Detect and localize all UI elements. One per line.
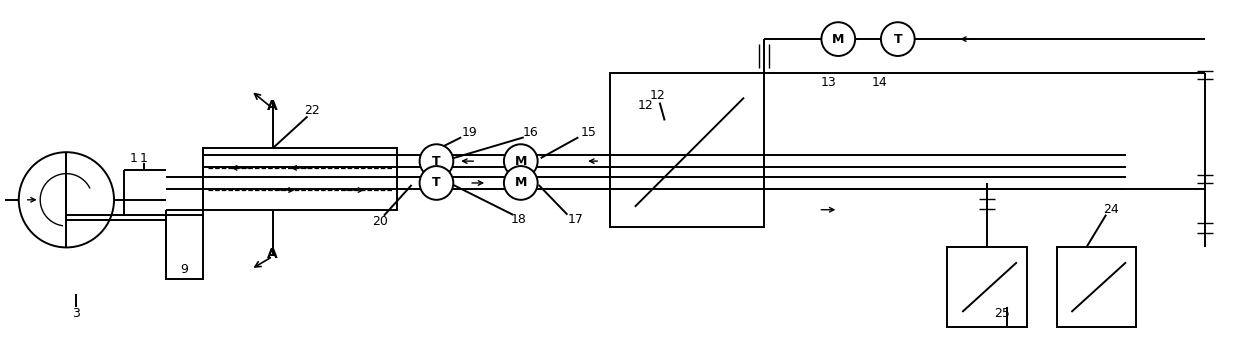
Circle shape: [880, 22, 915, 56]
Text: 22: 22: [305, 104, 320, 117]
Text: 17: 17: [568, 213, 583, 226]
Text: A: A: [268, 98, 278, 113]
Text: 15: 15: [580, 126, 596, 139]
Text: M: M: [515, 176, 527, 190]
Circle shape: [419, 166, 454, 200]
Text: A: A: [268, 247, 278, 261]
Circle shape: [419, 144, 454, 178]
Text: 12: 12: [650, 89, 666, 102]
Text: 19: 19: [461, 126, 477, 139]
Text: 20: 20: [372, 215, 388, 228]
Text: T: T: [433, 176, 440, 190]
Text: 3: 3: [72, 307, 81, 321]
Text: 14: 14: [872, 76, 888, 89]
Circle shape: [19, 152, 114, 247]
Bar: [610, 73, 764, 227]
Text: M: M: [515, 155, 527, 168]
Text: 16: 16: [523, 126, 538, 139]
Text: T: T: [894, 32, 903, 46]
Circle shape: [503, 166, 538, 200]
Bar: [1056, 247, 1136, 327]
Text: 1: 1: [140, 152, 148, 164]
Bar: [166, 215, 203, 279]
Text: 1: 1: [130, 152, 138, 164]
Text: 25: 25: [994, 307, 1009, 321]
Circle shape: [503, 144, 538, 178]
Text: 13: 13: [821, 76, 836, 89]
Text: M: M: [832, 32, 844, 46]
Text: 18: 18: [511, 213, 527, 226]
Bar: [203, 148, 397, 210]
Text: T: T: [433, 155, 440, 168]
Text: 12: 12: [637, 99, 653, 112]
Bar: [947, 247, 1027, 327]
Text: 9: 9: [181, 263, 188, 276]
Circle shape: [821, 22, 856, 56]
Text: 24: 24: [1104, 203, 1118, 216]
